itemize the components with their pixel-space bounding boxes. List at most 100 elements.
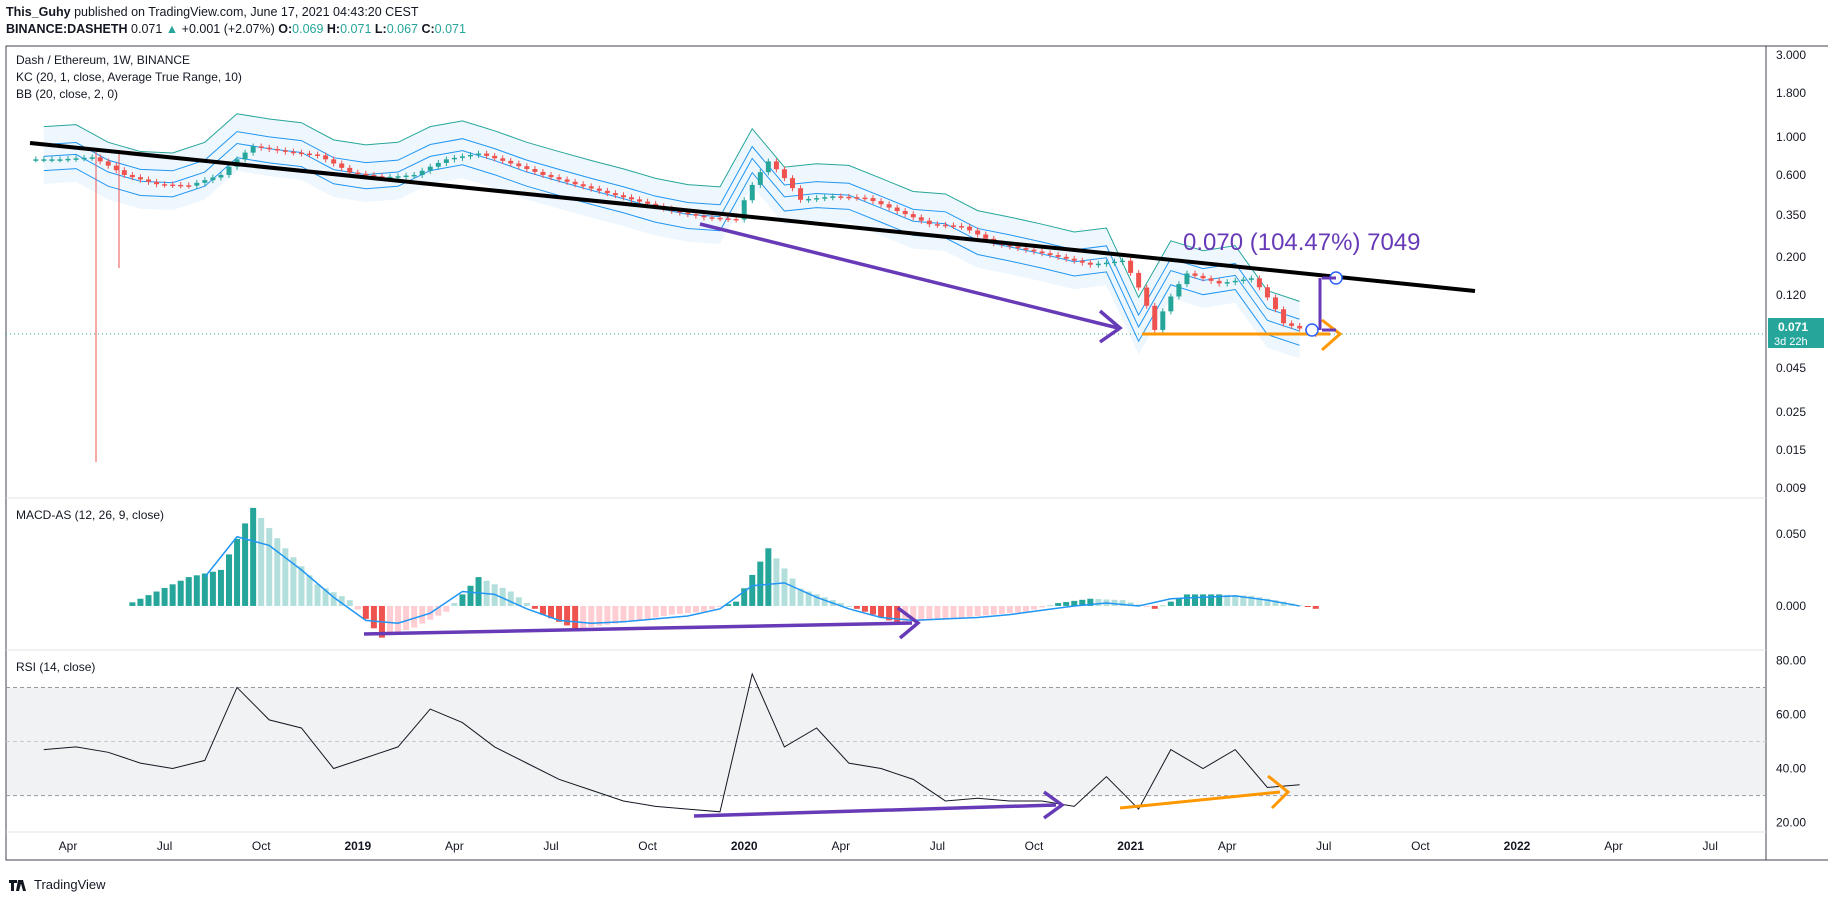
candle-body: [975, 230, 981, 235]
candle-body: [97, 157, 103, 162]
author-name[interactable]: This_Guhy: [6, 5, 71, 19]
macd-histogram-bar: [934, 605, 941, 620]
candle-body: [451, 157, 457, 160]
candle-body: [323, 155, 329, 160]
candle-body: [1240, 279, 1246, 282]
price-tick-label: 0.045: [1776, 361, 1806, 375]
candle-body: [556, 177, 562, 180]
macd-histogram-bar: [1087, 598, 1094, 606]
rsi-tick-label: 40.00: [1776, 762, 1806, 776]
macd-histogram-bar: [1063, 601, 1070, 606]
macd-histogram-bar: [169, 584, 176, 606]
rsi-divergence-arrow[interactable]: [693, 803, 1057, 818]
rsi-tick-label: 80.00: [1776, 653, 1806, 667]
candle-body: [934, 224, 940, 226]
macd-tick-label: 0.000: [1776, 599, 1806, 613]
macd-tick-label: 0.050: [1776, 527, 1806, 541]
macd-histogram-bar: [773, 558, 780, 606]
candle-body: [781, 169, 787, 179]
macd-histogram-bar: [1006, 605, 1013, 614]
macd-divergence-arrow[interactable]: [363, 621, 913, 636]
candle-body: [1168, 296, 1174, 312]
macd-histogram-bar: [709, 605, 715, 610]
candle-body: [532, 168, 538, 172]
macd-histogram-bar: [990, 605, 997, 615]
time-tick-label: Oct: [1411, 839, 1430, 853]
candle-body: [105, 161, 111, 166]
time-tick-label: Apr: [1218, 839, 1237, 853]
candle-body: [830, 196, 836, 198]
candle-body: [1047, 253, 1053, 256]
macd-histogram-bar: [1296, 605, 1303, 607]
macd-histogram-bar: [314, 584, 321, 606]
macd-histogram-bar: [346, 600, 353, 606]
macd-histogram-bar: [1159, 605, 1166, 607]
macd-histogram-bar: [1200, 594, 1207, 606]
macd-histogram-bar: [572, 605, 579, 630]
candle-body: [886, 204, 892, 208]
bb-upper-band: [43, 113, 1300, 302]
candle-body: [798, 188, 804, 200]
macd-histogram-bar: [692, 605, 699, 613]
candle-body: [1273, 297, 1278, 310]
candle-body: [1039, 251, 1045, 254]
candle-body: [725, 218, 731, 220]
macd-histogram-bar: [507, 591, 514, 606]
macd-histogram-bar: [1232, 595, 1239, 606]
candle-body: [629, 197, 634, 200]
macd-divergence-arrowhead: [896, 606, 921, 640]
candle-body: [773, 161, 779, 170]
macd-histogram-bar: [998, 605, 1005, 614]
candle-body: [492, 155, 498, 159]
macd-histogram-bar: [588, 605, 595, 627]
rsi-support-arrow[interactable]: [1119, 790, 1281, 810]
close-label: C:: [421, 22, 435, 36]
candle-body: [902, 210, 908, 215]
candle-body: [266, 147, 272, 150]
candle-body: [524, 166, 530, 169]
candle-body: [749, 184, 755, 201]
candle-body: [967, 226, 973, 231]
macd-histogram-bar: [628, 605, 635, 622]
candle-body: [1103, 262, 1109, 265]
macd-histogram-bar: [580, 605, 587, 628]
candle-body: [1128, 260, 1134, 273]
macd-histogram-bar: [330, 592, 337, 606]
trendline-drawing[interactable]: [29, 141, 1476, 293]
footer-brand[interactable]: TradingView: [34, 877, 106, 892]
macd-histogram-bar: [644, 605, 651, 619]
high-value: 0.071: [340, 22, 372, 36]
price-tick-label: 0.009: [1776, 481, 1806, 495]
rsi-line: [43, 672, 1300, 813]
candle-body: [870, 198, 876, 202]
candle-body: [1184, 273, 1190, 285]
price-divergence-arrow[interactable]: [699, 222, 1119, 330]
candle-body: [1192, 273, 1198, 276]
macd-histogram-bar: [676, 605, 683, 614]
symbol-name: BINANCE:DASHETH: [6, 22, 128, 36]
candle-body: [218, 174, 224, 178]
candle-body: [435, 162, 441, 167]
low-value: 0.067: [386, 22, 418, 36]
candle-body: [1224, 282, 1230, 284]
macd-histogram-bar: [1256, 597, 1263, 606]
macd-histogram-bar: [515, 597, 522, 606]
candle-body: [1079, 260, 1085, 263]
rsi-band-fill: [6, 687, 1766, 796]
macd-histogram-bar: [942, 605, 949, 619]
macd-histogram-bar: [1151, 605, 1158, 609]
candle-body: [1152, 305, 1158, 330]
candle-body: [242, 152, 248, 160]
macd-histogram-bar: [1240, 595, 1247, 606]
macd-histogram-bar: [636, 605, 643, 621]
candle-body: [298, 152, 304, 155]
macd-histogram-bar: [910, 605, 917, 622]
macd-histogram-bar: [298, 566, 305, 606]
candle-body: [427, 166, 433, 171]
measure-handle[interactable]: [1305, 323, 1319, 337]
macd-histogram-bar: [660, 605, 667, 617]
macd-histogram-bar: [1047, 605, 1054, 607]
candle-body: [65, 158, 71, 161]
candle-body: [1200, 275, 1206, 279]
